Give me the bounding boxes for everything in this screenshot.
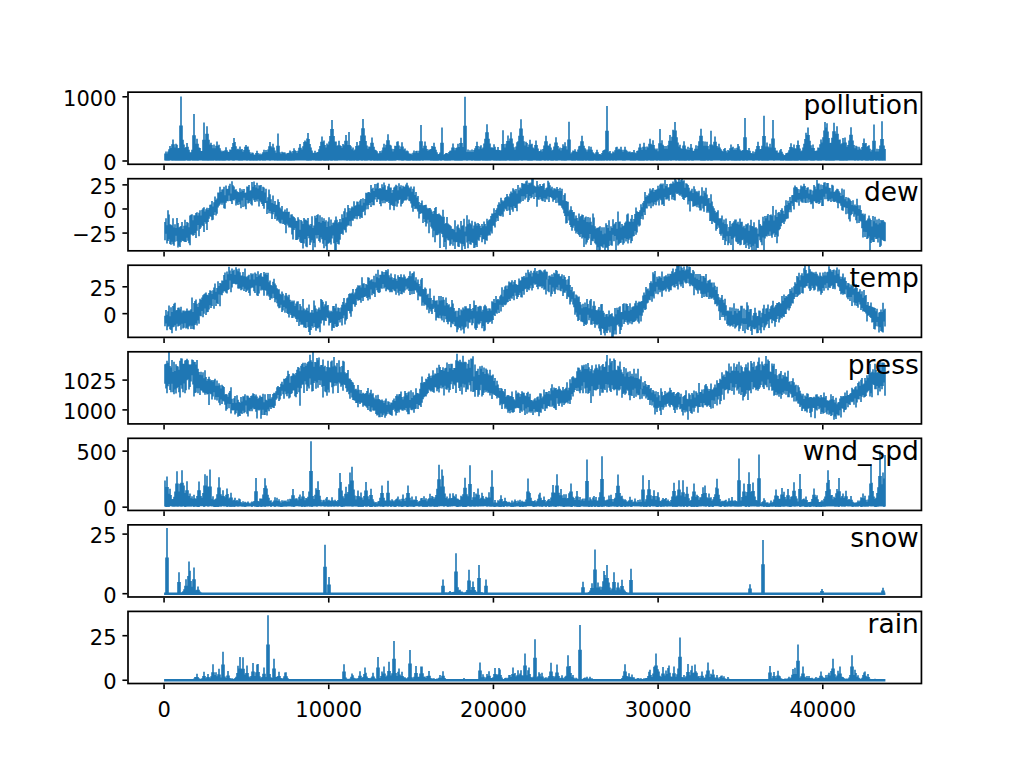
ytick-label-pollution-1000: 1000 [63, 87, 116, 111]
ytick-label-pollution-0: 0 [103, 151, 116, 175]
ytick-label-dew-−25: −25 [72, 223, 116, 247]
series-dew [165, 179, 885, 251]
series-label-rain: rain [868, 608, 919, 639]
axes-spine-snow [128, 525, 921, 597]
series-label-wnd_spd: wnd_spd [803, 435, 919, 466]
series-temp [165, 265, 885, 337]
series-wnd_spd [165, 441, 885, 507]
chart-canvas: 10000pollution250−25dew250temp10251000pr… [0, 0, 1024, 768]
ytick-label-dew-25: 25 [90, 175, 117, 199]
ytick-label-rain-25: 25 [90, 626, 117, 650]
xtick-label-10000: 10000 [295, 698, 362, 722]
series-label-dew: dew [864, 176, 919, 207]
ytick-label-press-1000: 1000 [63, 400, 116, 424]
series-press [165, 352, 885, 420]
series-label-press: press [848, 349, 919, 380]
series-pollution [165, 96, 885, 160]
series-label-pollution: pollution [803, 89, 918, 120]
multivariate-timeseries-figure: 10000pollution250−25dew250temp10251000pr… [0, 0, 1024, 768]
ytick-label-snow-0: 0 [103, 584, 116, 608]
xtick-label-30000: 30000 [625, 698, 692, 722]
series-label-snow: snow [850, 522, 919, 553]
xtick-label-40000: 40000 [789, 698, 856, 722]
series-snow [165, 528, 885, 594]
xtick-label-0: 0 [157, 698, 170, 722]
ytick-label-temp-0: 0 [103, 304, 116, 328]
ytick-label-snow-25: 25 [90, 524, 117, 548]
ytick-label-wnd_spd-500: 500 [76, 441, 116, 465]
series-label-temp: temp [849, 262, 918, 293]
ytick-label-press-1025: 1025 [63, 370, 116, 394]
ytick-label-temp-25: 25 [90, 277, 117, 301]
series-rain [165, 615, 885, 680]
ytick-label-rain-0: 0 [103, 670, 116, 694]
xtick-label-20000: 20000 [460, 698, 527, 722]
ytick-label-wnd_spd-0: 0 [103, 497, 116, 521]
ytick-label-dew-0: 0 [103, 199, 116, 223]
